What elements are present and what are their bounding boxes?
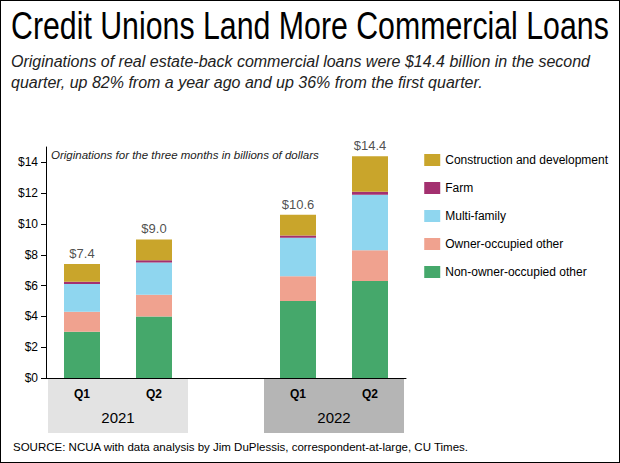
- html-text:SOURCE: NCUA with data analysi: SOURCE: NCUA with data analysis by Jim D…: [13, 441, 468, 453]
- html-text:Originations of real estate-ba: Originations of real estate-back commerc…: [11, 53, 590, 91]
- svg-text:Q2: Q2: [146, 387, 162, 401]
- svg-text:$2: $2: [25, 340, 39, 354]
- svg-text:$10.6: $10.6: [282, 197, 315, 212]
- svg-text:$14.4: $14.4: [354, 138, 387, 153]
- svg-text:Construction and development: Construction and development: [445, 153, 608, 167]
- svg-text:Q1: Q1: [290, 387, 306, 401]
- html-text:2022: 2022: [317, 409, 351, 426]
- svg-text:$12: $12: [18, 186, 38, 200]
- svg-text:Originations for the three mon: Originations for the three months in bil…: [51, 149, 319, 161]
- html-text:Credit Unions Land More Commer: Credit Unions Land More Commercial Loans: [11, 5, 609, 47]
- svg-text:$6: $6: [25, 279, 39, 293]
- svg-text:$4: $4: [25, 309, 39, 323]
- svg-text:$9.0: $9.0: [141, 221, 166, 236]
- svg-text:Q1: Q1: [74, 387, 90, 401]
- svg-text:Multi-family: Multi-family: [445, 209, 506, 223]
- html-text:2021: 2021: [101, 409, 135, 426]
- svg-text:$7.4: $7.4: [69, 246, 94, 261]
- svg-text:Non-owner-occupied other: Non-owner-occupied other: [445, 265, 586, 279]
- svg-text:Owner-occupied other: Owner-occupied other: [445, 237, 563, 251]
- svg-text:$8: $8: [25, 248, 39, 262]
- svg-text:$14: $14: [18, 155, 38, 169]
- svg-text:$0: $0: [25, 371, 39, 385]
- svg-text:Q2: Q2: [362, 387, 378, 401]
- svg-text:$10: $10: [18, 217, 38, 231]
- svg-text:Farm: Farm: [445, 181, 473, 195]
